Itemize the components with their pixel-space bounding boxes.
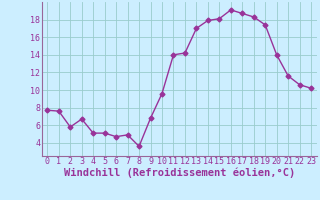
X-axis label: Windchill (Refroidissement éolien,°C): Windchill (Refroidissement éolien,°C) bbox=[64, 168, 295, 178]
